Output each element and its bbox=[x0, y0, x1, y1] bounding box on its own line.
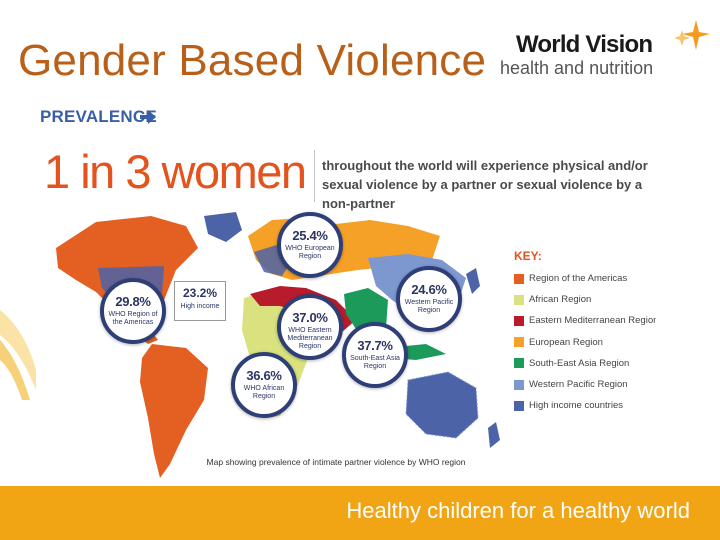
key-title: KEY: bbox=[514, 249, 542, 263]
bubble-region: Western Pacific Region bbox=[404, 299, 454, 314]
bubble-eastern-mediterranean: 37.0% WHO Eastern Mediterranean Region bbox=[277, 294, 343, 360]
key-item-europe: European Region bbox=[514, 332, 656, 353]
key-swatch bbox=[514, 358, 524, 369]
high-income-text: High income bbox=[180, 303, 220, 310]
key-swatch bbox=[514, 273, 524, 284]
bubble-region: WHO African Region bbox=[243, 385, 285, 400]
stat-description: throughout the world will experience phy… bbox=[322, 158, 648, 211]
key-item-western-pacific: Western Pacific Region bbox=[514, 374, 656, 395]
new-zealand-shape bbox=[488, 422, 500, 448]
key-label: High income countries bbox=[529, 400, 623, 412]
key-label: Eastern Mediterranean Region bbox=[529, 315, 656, 327]
map-caption: Map showing prevalence of intimate partn… bbox=[206, 457, 466, 467]
world-map bbox=[56, 212, 500, 478]
world-vision-logo: World Vision health and nutrition bbox=[500, 16, 715, 86]
south-america-shape bbox=[140, 344, 208, 478]
key-label: African Region bbox=[529, 294, 592, 306]
key-swatch bbox=[514, 400, 524, 411]
bubble-value: 29.8% bbox=[115, 294, 151, 309]
key-item-africa: African Region bbox=[514, 289, 656, 310]
bubble-value: 37.0% bbox=[292, 310, 328, 325]
slide-title: Gender Based Violence bbox=[18, 36, 487, 85]
bubble-value: 25.4% bbox=[292, 228, 328, 243]
bubble-value: 37.7% bbox=[357, 338, 393, 353]
star-logo-icon bbox=[674, 20, 710, 50]
bubble-value: 36.6% bbox=[246, 368, 282, 383]
prevalence-heading: PREVALENCE bbox=[40, 107, 157, 126]
bubble-africa: 36.6% WHO African Region bbox=[231, 352, 297, 418]
decorative-swoosh bbox=[0, 310, 36, 400]
greenland-shape bbox=[204, 212, 242, 242]
key-swatch bbox=[514, 294, 524, 305]
key-swatch bbox=[514, 379, 524, 390]
bubble-europe: 25.4% WHO European Region bbox=[277, 212, 343, 278]
bubble-region: WHO Region of the Americas bbox=[108, 311, 158, 326]
key-item-eastern-mediterranean: Eastern Mediterranean Region bbox=[514, 310, 656, 331]
footer-tagline: Healthy children for a healthy world bbox=[346, 498, 690, 523]
japan-shape bbox=[466, 268, 480, 294]
arrow-right-icon bbox=[140, 110, 156, 124]
bubble-western-pacific: 24.6% Western Pacific Region bbox=[396, 266, 462, 332]
prevalence-infographic: PREVALENCE 1 in 3 women throughout the w… bbox=[36, 100, 656, 486]
big-stat: 1 in 3 women bbox=[44, 145, 307, 198]
bubble-region: WHO Eastern Mediterranean Region bbox=[287, 327, 333, 350]
bubble-south-east-asia: 37.7% South-East Asia Region bbox=[342, 322, 408, 388]
high-income-value: 23.2% bbox=[182, 286, 218, 300]
australia-stripes-shape bbox=[405, 371, 479, 439]
key-swatch bbox=[514, 337, 524, 348]
key-item-americas: Region of the Americas bbox=[514, 268, 656, 289]
bubble-value: 24.6% bbox=[411, 282, 447, 297]
key-label: European Region bbox=[529, 336, 603, 348]
footer-bar: Healthy children for a healthy world bbox=[0, 486, 720, 540]
logo-name: World Vision bbox=[516, 31, 653, 58]
logo-tagline: health and nutrition bbox=[500, 58, 654, 78]
high-income-label: 23.2% High income bbox=[174, 281, 226, 321]
map-key: Region of the Americas African Region Ea… bbox=[514, 268, 656, 416]
bubble-region: South-East Asia Region bbox=[350, 355, 400, 370]
key-label: Western Pacific Region bbox=[529, 379, 628, 391]
key-item-south-east-asia: South-East Asia Region bbox=[514, 353, 656, 374]
key-swatch bbox=[514, 315, 524, 326]
key-label: South-East Asia Region bbox=[529, 357, 630, 369]
divider bbox=[314, 150, 315, 202]
australia-shape bbox=[406, 372, 478, 438]
key-item-high-income: High income countries bbox=[514, 395, 656, 416]
bubble-americas: 29.8% WHO Region of the Americas bbox=[100, 278, 166, 344]
key-label: Region of the Americas bbox=[529, 273, 628, 285]
bubble-region: WHO European Region bbox=[285, 245, 335, 260]
